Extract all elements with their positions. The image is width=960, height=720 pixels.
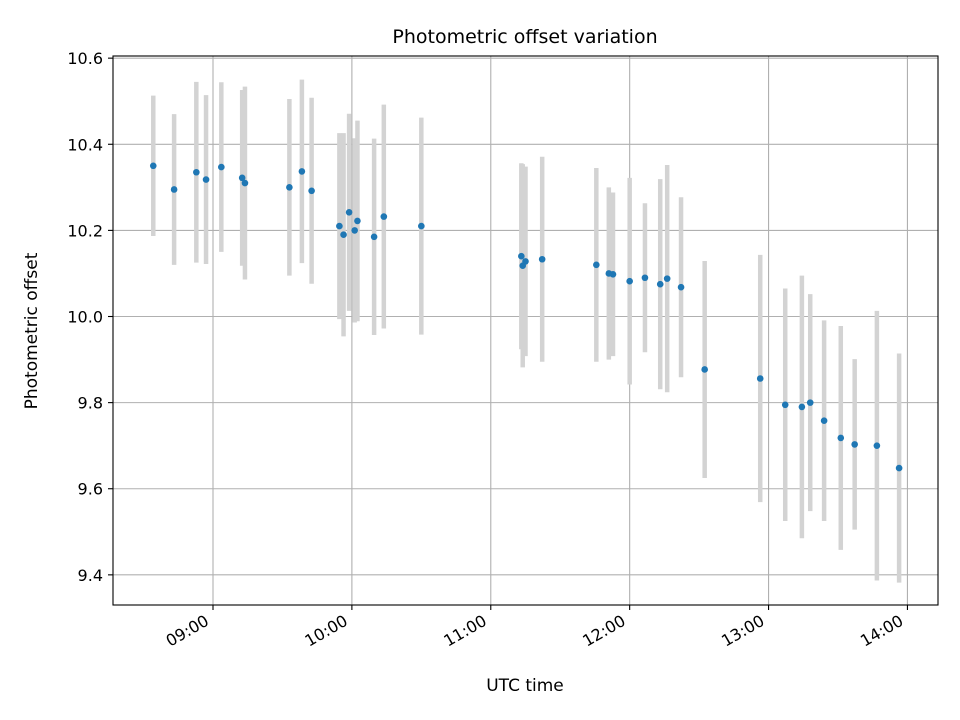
x-tick-label: 13:00 xyxy=(718,611,767,651)
data-point xyxy=(806,399,814,406)
y-tick-label: 9.4 xyxy=(78,566,103,585)
data-point xyxy=(518,252,525,260)
data-point xyxy=(663,275,671,282)
data-point xyxy=(593,261,600,269)
error-bars xyxy=(151,79,902,583)
data-point xyxy=(336,222,343,230)
data-point xyxy=(238,174,246,182)
data-point xyxy=(340,231,347,238)
y-tick-label: 9.6 xyxy=(78,480,103,499)
y-tick-label: 9.8 xyxy=(78,394,103,413)
data-point xyxy=(286,184,293,191)
data-point xyxy=(193,168,200,176)
data-point xyxy=(781,401,789,409)
plot-area-frame xyxy=(112,55,939,606)
x-axis-label: UTC time xyxy=(486,676,564,696)
data-point xyxy=(298,168,306,175)
data-point xyxy=(895,464,903,472)
data-point xyxy=(218,163,225,171)
data-point xyxy=(851,441,858,448)
x-tick-label: 14:00 xyxy=(857,611,906,651)
data-point xyxy=(609,271,617,278)
data-point xyxy=(354,217,361,225)
data-point xyxy=(656,280,664,288)
data-point xyxy=(677,283,685,291)
data-point xyxy=(241,179,249,187)
data-point xyxy=(418,222,425,230)
data-point xyxy=(351,227,358,234)
x-axis-ticks: 09:00 10:00 11:00 12:00 13:00 14:00 xyxy=(163,605,908,651)
data-point xyxy=(641,274,649,282)
data-point xyxy=(873,442,881,449)
x-tick-label: 11:00 xyxy=(440,611,489,651)
data-point xyxy=(538,255,546,263)
y-tick-label: 10.4 xyxy=(67,135,103,154)
data-points xyxy=(149,162,903,472)
x-tick-label: 09:00 xyxy=(163,611,212,651)
y-tick-label: 10.0 xyxy=(67,308,103,327)
x-tick-label: 12:00 xyxy=(579,611,628,651)
data-point xyxy=(308,187,315,195)
data-point xyxy=(202,176,210,183)
data-point xyxy=(149,162,157,170)
chart-title: Photometric offset variation xyxy=(392,26,657,48)
y-axis-label: Photometric offset xyxy=(22,252,42,409)
data-point xyxy=(756,375,764,382)
x-tick-label: 10:00 xyxy=(301,611,350,651)
data-point xyxy=(380,213,388,220)
y-tick-label: 10.6 xyxy=(67,49,103,68)
data-point xyxy=(837,434,845,442)
data-point xyxy=(820,417,828,425)
data-point xyxy=(798,403,806,411)
data-point xyxy=(370,233,378,241)
data-point xyxy=(170,186,178,193)
data-point xyxy=(345,209,353,216)
data-point xyxy=(626,277,633,285)
y-tick-label: 10.2 xyxy=(67,221,103,240)
data-point xyxy=(701,366,708,373)
y-axis-ticks: 9.4 9.6 9.8 10.0 10.2 10.4 10.6 xyxy=(67,49,113,585)
data-point xyxy=(522,258,529,265)
